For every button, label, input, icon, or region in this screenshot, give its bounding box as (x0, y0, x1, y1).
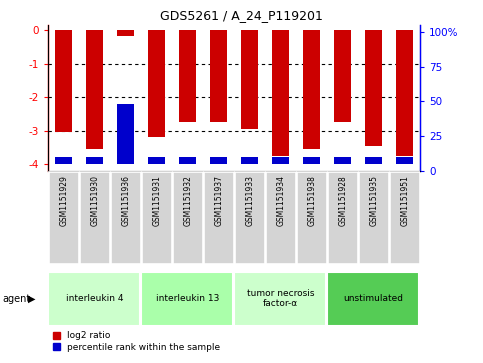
Text: GSM1151934: GSM1151934 (276, 175, 285, 226)
FancyBboxPatch shape (297, 172, 327, 264)
Bar (117, 104, 134, 164)
Bar (86, 30, 103, 149)
Text: ▶: ▶ (28, 294, 36, 303)
Text: unstimulated: unstimulated (344, 294, 404, 303)
Text: GSM1151929: GSM1151929 (59, 175, 68, 226)
Bar (148, 30, 165, 137)
Text: GSM1151951: GSM1151951 (400, 175, 409, 226)
Bar (179, 157, 196, 164)
Bar (303, 30, 320, 149)
Bar (241, 30, 258, 129)
Bar (117, 30, 134, 36)
FancyBboxPatch shape (49, 172, 79, 264)
FancyBboxPatch shape (359, 172, 389, 264)
FancyBboxPatch shape (390, 172, 420, 264)
FancyBboxPatch shape (48, 272, 140, 326)
Text: tumor necrosis
factor-α: tumor necrosis factor-α (247, 289, 314, 308)
FancyBboxPatch shape (234, 272, 326, 326)
FancyBboxPatch shape (80, 172, 110, 264)
Text: GSM1151933: GSM1151933 (245, 175, 254, 226)
Bar (55, 157, 72, 164)
FancyBboxPatch shape (141, 272, 233, 326)
Bar (396, 30, 413, 156)
Text: GDS5261 / A_24_P119201: GDS5261 / A_24_P119201 (160, 9, 323, 22)
Text: GSM1151932: GSM1151932 (183, 175, 192, 226)
Bar (272, 157, 289, 164)
FancyBboxPatch shape (327, 272, 419, 326)
FancyBboxPatch shape (204, 172, 234, 264)
FancyBboxPatch shape (235, 172, 265, 264)
Text: GSM1151938: GSM1151938 (307, 175, 316, 226)
Bar (179, 30, 196, 122)
Bar (334, 30, 351, 122)
Bar (148, 157, 165, 164)
Bar (55, 30, 72, 132)
Bar (86, 157, 103, 164)
Bar (272, 30, 289, 156)
FancyBboxPatch shape (266, 172, 296, 264)
Bar (334, 157, 351, 164)
Bar (396, 157, 413, 164)
Bar (241, 157, 258, 164)
Text: interleukin 13: interleukin 13 (156, 294, 219, 303)
FancyBboxPatch shape (173, 172, 203, 264)
Bar (365, 157, 382, 164)
FancyBboxPatch shape (328, 172, 357, 264)
Text: GSM1151936: GSM1151936 (121, 175, 130, 226)
Bar (210, 30, 227, 122)
Text: GSM1151937: GSM1151937 (214, 175, 223, 226)
Bar (210, 157, 227, 164)
Text: GSM1151928: GSM1151928 (338, 175, 347, 226)
Text: agent: agent (2, 294, 30, 303)
Legend: log2 ratio, percentile rank within the sample: log2 ratio, percentile rank within the s… (53, 331, 220, 352)
Text: GSM1151931: GSM1151931 (152, 175, 161, 226)
Text: GSM1151935: GSM1151935 (369, 175, 378, 226)
Text: interleukin 4: interleukin 4 (66, 294, 124, 303)
FancyBboxPatch shape (111, 172, 141, 264)
Text: GSM1151930: GSM1151930 (90, 175, 99, 226)
FancyBboxPatch shape (142, 172, 171, 264)
Bar (303, 157, 320, 164)
Bar (365, 30, 382, 146)
